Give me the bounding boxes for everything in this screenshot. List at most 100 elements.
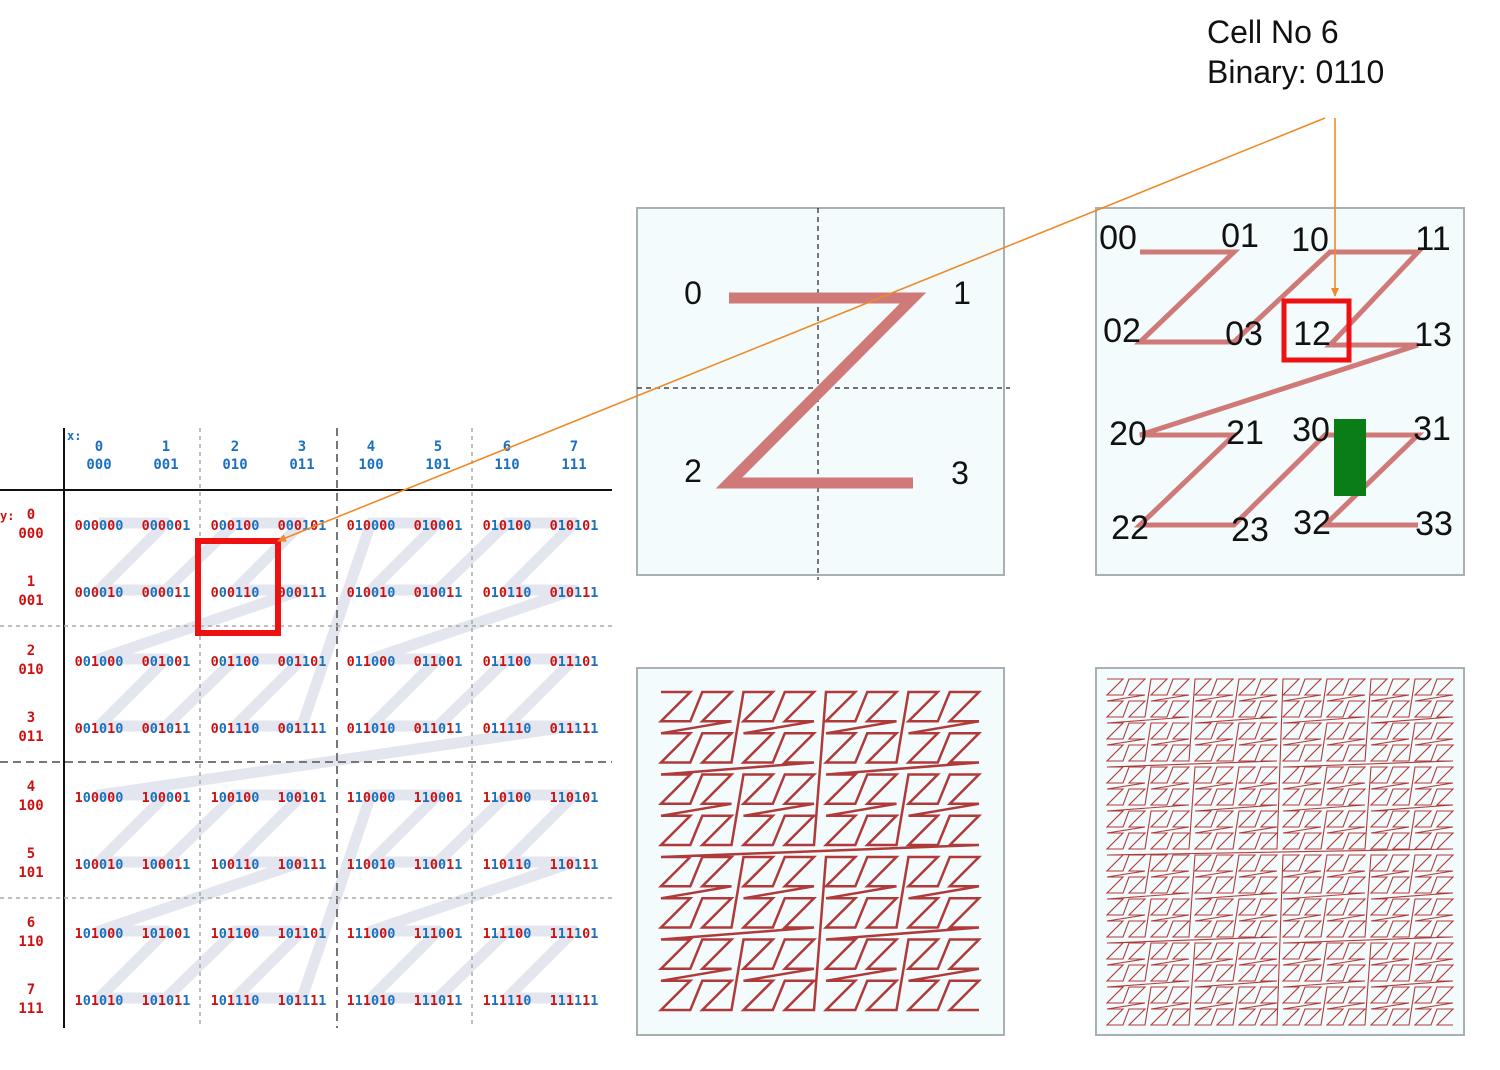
bit: 0: [446, 790, 454, 806]
bit: 1: [558, 993, 566, 1009]
bit: 0: [142, 721, 150, 737]
bit: 1: [302, 926, 310, 942]
z-curve-level-2: [1133, 249, 1425, 528]
bit: 1: [507, 857, 515, 873]
cell-label-33: 33: [1415, 505, 1453, 543]
bit: 0: [523, 585, 531, 601]
bit: 1: [507, 585, 515, 601]
grid-cell-code: 111000: [347, 926, 396, 942]
bit: 0: [83, 993, 91, 1009]
bit: 1: [318, 721, 326, 737]
bit: 1: [550, 926, 558, 942]
grid-cell-code: 010110: [483, 585, 532, 601]
cell-label-03: 03: [1225, 315, 1263, 353]
bit: 1: [294, 993, 302, 1009]
x-header-binary: 011: [289, 457, 314, 473]
bit: 0: [294, 790, 302, 806]
bit: 1: [278, 993, 286, 1009]
bit: 1: [379, 857, 387, 873]
bit: 1: [355, 721, 363, 737]
bit: 0: [286, 857, 294, 873]
bit: 0: [310, 654, 318, 670]
bit: 0: [566, 518, 574, 534]
bit: 1: [379, 993, 387, 1009]
bit: 0: [566, 857, 574, 873]
bit: 0: [286, 518, 294, 534]
bit: 0: [550, 585, 558, 601]
bit: 1: [491, 654, 499, 670]
bit: 0: [371, 993, 379, 1009]
grid-cell-code: 010100: [483, 518, 532, 534]
bit: 0: [83, 654, 91, 670]
bit: 1: [294, 926, 302, 942]
bit: 0: [499, 857, 507, 873]
bit: 0: [251, 721, 259, 737]
bit: 0: [99, 926, 107, 942]
grid-cell-code: 011100: [483, 654, 532, 670]
z-curve-level-4-panel: [1095, 667, 1465, 1036]
bit: 1: [310, 721, 318, 737]
bit: 0: [219, 790, 227, 806]
bit: 1: [558, 518, 566, 534]
bit: 0: [219, 585, 227, 601]
bit: 1: [430, 721, 438, 737]
bit: 0: [278, 721, 286, 737]
bit: 1: [454, 993, 462, 1009]
z-curve-level-1: [715, 292, 927, 489]
bit: 1: [174, 721, 182, 737]
bit: 1: [590, 654, 598, 670]
bit: 1: [235, 518, 243, 534]
bit: 1: [590, 993, 598, 1009]
bit: 0: [550, 721, 558, 737]
bit: 0: [166, 585, 174, 601]
bit: 1: [355, 790, 363, 806]
bit: 1: [422, 654, 430, 670]
bit: 1: [75, 857, 83, 873]
bit: 0: [150, 926, 158, 942]
bit: 0: [227, 857, 235, 873]
x-header-decimal: 3: [298, 439, 306, 455]
bit: 1: [590, 518, 598, 534]
bit: 1: [182, 654, 190, 670]
bit: 1: [302, 518, 310, 534]
bit: 0: [115, 654, 123, 670]
bit: 0: [166, 518, 174, 534]
z-curve-level-3-panel: [636, 667, 1005, 1036]
bit: 1: [574, 993, 582, 1009]
bit: 1: [235, 926, 243, 942]
bit: 0: [150, 654, 158, 670]
bit: 1: [550, 857, 558, 873]
bit: 0: [99, 721, 107, 737]
grid-cell-code: 011111: [550, 721, 599, 737]
bit: 1: [566, 654, 574, 670]
bit: 1: [574, 857, 582, 873]
bit: 1: [235, 790, 243, 806]
quadrant-label: 2: [684, 453, 702, 489]
grid-cell-code: 111110: [483, 993, 532, 1009]
grid-cell-code: 001111: [278, 721, 327, 737]
bit: 1: [182, 790, 190, 806]
bit: 1: [182, 857, 190, 873]
x-header-decimal: 6: [503, 439, 511, 455]
bit: 0: [379, 518, 387, 534]
bit: 0: [83, 518, 91, 534]
bit: 0: [278, 518, 286, 534]
bit: 1: [574, 518, 582, 534]
bit: 1: [211, 926, 219, 942]
bit: 0: [150, 790, 158, 806]
bit: 1: [582, 585, 590, 601]
z-curve-level-3: [657, 690, 983, 1012]
cell-label-30: 30: [1292, 411, 1330, 449]
bit: 0: [523, 926, 531, 942]
bit: 1: [590, 857, 598, 873]
grid-cell-code: 010001: [414, 518, 463, 534]
grid-cell-code: 101100: [211, 926, 260, 942]
bit: 1: [182, 993, 190, 1009]
bit: 1: [446, 993, 454, 1009]
bit: 1: [211, 790, 219, 806]
bit: 1: [499, 993, 507, 1009]
bit: 0: [251, 926, 259, 942]
bit: 1: [310, 857, 318, 873]
bit: 0: [243, 654, 251, 670]
